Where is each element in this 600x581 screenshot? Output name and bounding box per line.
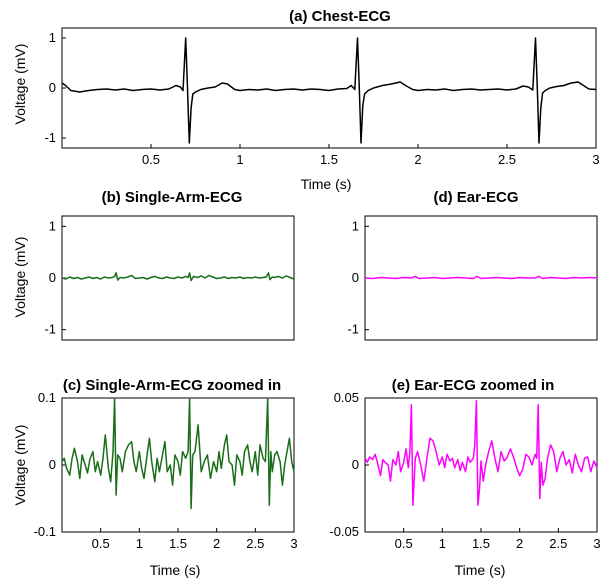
panel-a-xtick-label: 3 <box>592 152 599 167</box>
panel-c-ylabel: Voltage (mV) <box>12 425 28 506</box>
panel-e-xtick-label: 1 <box>439 536 446 551</box>
panel-a-title: (a) Chest-ECG <box>289 8 391 25</box>
panel-b-ytick-label: 1 <box>49 218 56 233</box>
panel-c-ytick-label: 0.1 <box>38 390 56 405</box>
panel-a-xtick-label: 0.5 <box>142 152 160 167</box>
panel-c-xtick-label: 1 <box>136 536 143 551</box>
panel-c-xtick-label: 2 <box>213 536 220 551</box>
panel-a-ytick-label: 1 <box>49 30 56 45</box>
panel-ear-ecg: (d) Ear-ECG -1 0 1 <box>347 189 598 341</box>
panel-b-title: (b) Single-Arm-ECG <box>102 189 243 206</box>
panel-e-xlabel: Time (s) <box>455 562 506 578</box>
panel-b-ytick-label: 0 <box>49 270 56 285</box>
panel-d-ytick-label: 0 <box>352 270 359 285</box>
panel-c-title: (c) Single-Arm-ECG zoomed in <box>63 377 281 394</box>
panel-a-xtick-label: 2.5 <box>498 152 516 167</box>
panel-e-ytick-label: -0.05 <box>329 524 359 539</box>
panel-e-ytick-label: 0 <box>352 457 359 472</box>
panel-single-arm-ecg-zoomed: (c) Single-Arm-ECG zoomed in Voltage (mV… <box>12 377 298 578</box>
panel-b-ylabel: Voltage (mV) <box>12 237 28 318</box>
panel-e-xtick-label: 2.5 <box>549 536 567 551</box>
panel-c-ecg-trace <box>61 397 295 510</box>
panel-c-ytick-label: -0.1 <box>34 524 56 539</box>
panel-a-ytick-label: 0 <box>49 80 56 95</box>
panel-c-xtick-label: 1.5 <box>169 536 187 551</box>
panel-c-xtick-label: 2.5 <box>246 536 264 551</box>
panel-a-xtick-label: 1 <box>236 152 243 167</box>
panel-d-ytick-label: -1 <box>347 322 359 337</box>
panel-a-xtick-label: 2 <box>414 152 421 167</box>
panel-e-xtick-label: 2 <box>516 536 523 551</box>
panel-c-ytick-label: 0 <box>49 457 56 472</box>
panel-a-xlabel: Time (s) <box>301 176 352 192</box>
panel-single-arm-ecg: (b) Single-Arm-ECG Voltage (mV) -1 0 1 <box>12 189 295 341</box>
panel-d-ecg-trace <box>364 275 598 280</box>
panel-b-ytick-label: -1 <box>44 322 56 337</box>
panel-c-xlabel: Time (s) <box>150 562 201 578</box>
panel-a-ylabel: Voltage (mV) <box>12 44 28 125</box>
panel-a-axes-box <box>61 27 597 149</box>
panel-c-xtick-label: 0.5 <box>92 536 110 551</box>
panel-e-ecg-trace <box>364 399 598 506</box>
panel-ear-ecg-zoomed: (e) Ear-ECG zoomed in Time (s) -0.05 0 0.0… <box>329 377 600 578</box>
panel-e-xtick-label: 3 <box>593 536 600 551</box>
panel-a-ytick-label: -1 <box>44 130 56 145</box>
panel-d-ytick-label: 1 <box>352 218 359 233</box>
panel-e-ytick-label: 0.05 <box>334 390 359 405</box>
panel-chest-ecg: (a) Chest-ECG Voltage (mV) Time (s) -1 0 1… <box>12 8 600 192</box>
panel-e-xtick-label: 1.5 <box>472 536 490 551</box>
panel-e-xtick-label: 0.5 <box>395 536 413 551</box>
panel-a-xtick-label: 1.5 <box>320 152 338 167</box>
panel-b-ecg-trace <box>61 272 295 282</box>
panel-e-title: (e) Ear-ECG zoomed in <box>392 377 555 394</box>
panel-d-title: (d) Ear-ECG <box>433 189 518 206</box>
panel-a-ecg-trace <box>61 37 597 144</box>
panel-c-xtick-label: 3 <box>290 536 297 551</box>
